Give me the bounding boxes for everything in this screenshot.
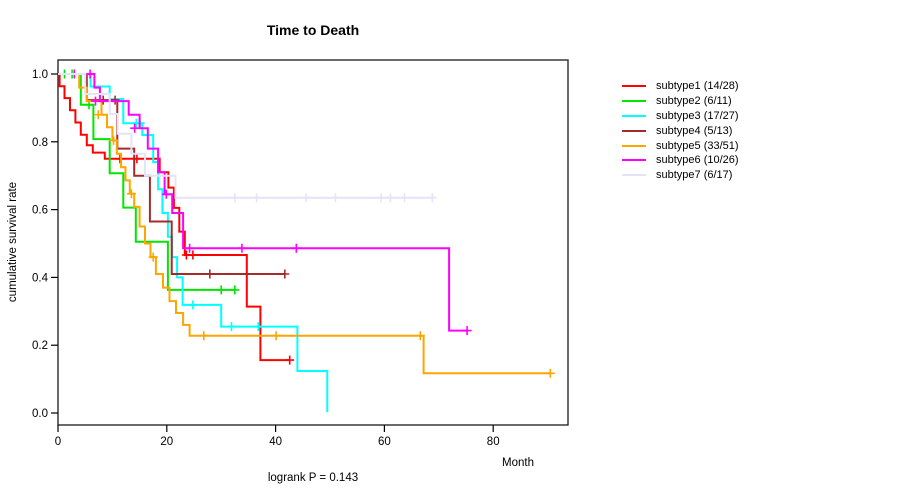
legend-color-swatch	[622, 129, 646, 132]
legend-color-swatch	[622, 159, 646, 162]
legend-label: subtype3 (17/27)	[656, 109, 739, 122]
x-tick-label: 60	[378, 436, 391, 448]
censor-mark	[280, 269, 290, 279]
censor-mark	[161, 189, 171, 199]
censor-mark	[400, 193, 409, 203]
censor-mark	[230, 285, 240, 295]
x-tick-label: 40	[269, 436, 282, 448]
legend-item-subtype4: subtype4 (5/13)	[622, 123, 739, 138]
y-axis-label: cumulative survival rate	[7, 182, 19, 302]
censor-mark	[93, 110, 103, 120]
censor-mark	[109, 135, 118, 145]
legend-label: subtype4 (5/13)	[656, 124, 733, 137]
y-tick-label: 0.2	[32, 340, 48, 352]
censor-mark	[237, 243, 247, 253]
legend-color-swatch	[622, 85, 646, 88]
legend-color-swatch	[622, 114, 646, 117]
legend-item-subtype3: subtype3 (17/27)	[622, 109, 739, 124]
censor-mark	[330, 193, 340, 203]
censor-mark	[126, 189, 136, 199]
x-tick-label: 80	[487, 436, 500, 448]
legend-color-swatch	[622, 144, 646, 147]
legend-item-subtype2: subtype2 (6/11)	[622, 94, 739, 109]
censor-mark	[545, 368, 555, 378]
censor-mark	[462, 326, 472, 336]
plot-area: 0 20 40 60 80 0.0 0.2 0.4 0.6 0.8 1.0	[32, 59, 569, 448]
censor-mark	[148, 252, 158, 262]
x-tick-label: 20	[160, 436, 173, 448]
series-subtype5-line	[58, 73, 551, 375]
y-tick-label: 0.6	[32, 205, 48, 217]
logrank-p-annotation: logrank P = 0.143	[268, 472, 358, 484]
censor-mark	[285, 355, 295, 365]
censor-mark	[91, 96, 100, 106]
censor-mark	[301, 193, 311, 203]
x-axis-label: Month	[502, 457, 534, 469]
series-subtype3-line	[58, 73, 329, 413]
censor-mark	[415, 331, 425, 341]
censor-mark	[130, 123, 140, 133]
censor-mark	[227, 322, 236, 332]
x-tick-label: 0	[55, 436, 61, 448]
legend-label: subtype7 (6/17)	[656, 169, 733, 182]
legend-item-subtype6: subtype6 (10/26)	[622, 153, 739, 168]
series-subtype7-line	[58, 73, 435, 199]
y-tick-label: 0.8	[32, 137, 48, 149]
series-subtype1-line	[58, 73, 290, 362]
series-subtype6-line	[58, 73, 468, 332]
y-tick-label: 1.0	[32, 69, 48, 81]
legend-label: subtype2 (6/11)	[656, 95, 732, 108]
censor-mark	[376, 193, 386, 203]
censor-mark	[188, 300, 198, 310]
chart-title: Time to Death	[267, 22, 359, 38]
legend-label: subtype5 (33/51)	[656, 139, 739, 152]
legend-label: subtype6 (10/26)	[656, 154, 739, 167]
y-tick-label: 0.4	[32, 272, 49, 284]
legend: subtype1 (14/28) subtype2 (6/11) subtype3 …	[622, 79, 739, 183]
censor-mark	[252, 193, 262, 203]
legend-color-swatch	[622, 100, 646, 103]
legend-item-subtype7: subtype7 (6/17)	[622, 168, 739, 183]
censor-mark	[291, 243, 301, 253]
censor-mark	[205, 269, 215, 279]
censor-mark	[216, 285, 226, 295]
censor-mark	[271, 331, 281, 341]
legend-label: subtype1 (14/28)	[656, 80, 739, 93]
censor-mark	[85, 69, 95, 79]
censor-mark	[427, 193, 437, 203]
series-subtype2-line	[58, 73, 235, 291]
censor-mark	[253, 322, 263, 332]
y-tick-label: 0.0	[32, 408, 48, 420]
censor-mark	[199, 331, 209, 341]
legend-item-subtype5: subtype5 (33/51)	[622, 138, 739, 153]
censor-mark	[188, 250, 198, 260]
censor-mark	[185, 243, 195, 253]
plot-box	[57, 59, 569, 426]
legend-item-subtype1: subtype1 (14/28)	[622, 79, 739, 94]
censor-mark	[385, 193, 395, 203]
censor-mark	[230, 193, 240, 203]
legend-color-swatch	[622, 174, 646, 177]
censor-mark	[115, 154, 125, 164]
